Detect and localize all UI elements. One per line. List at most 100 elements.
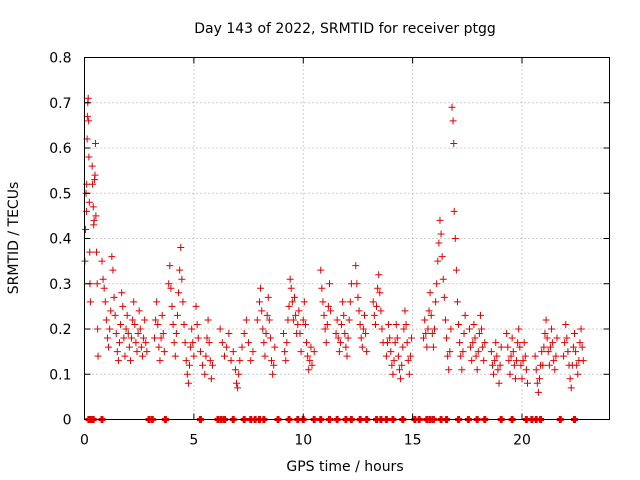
data-point [268, 357, 276, 365]
data-point [545, 361, 553, 369]
data-point [511, 375, 519, 383]
data-point [91, 171, 99, 179]
data-point [86, 248, 94, 256]
data-point [402, 320, 410, 328]
data-point [551, 366, 559, 374]
data-point [494, 366, 502, 374]
data-point [540, 343, 548, 351]
data-point [563, 334, 571, 342]
data-point [459, 348, 467, 356]
y-tick-label: 0.2 [49, 322, 71, 338]
data-point [433, 280, 441, 288]
data-point [304, 352, 312, 360]
data-point [300, 298, 308, 306]
data-point [378, 325, 386, 333]
data-point [560, 352, 568, 360]
data-point [123, 311, 131, 319]
data-point [335, 348, 343, 356]
data-point [546, 343, 554, 351]
data-point [375, 271, 383, 279]
data-point [388, 361, 396, 369]
data-point [390, 357, 398, 365]
data-point [180, 320, 188, 328]
data-point [510, 361, 518, 369]
data-point [121, 352, 129, 360]
data-point [549, 339, 557, 347]
data-point [357, 334, 365, 342]
data-point [521, 352, 529, 360]
data-point [564, 348, 572, 356]
data-point [120, 334, 128, 342]
data-point [352, 262, 360, 270]
data-point [550, 357, 558, 365]
data-point [236, 357, 244, 365]
data-point [397, 375, 405, 383]
data-point [90, 216, 98, 224]
data-point [326, 280, 333, 288]
data-point [450, 207, 458, 215]
data-point [82, 225, 90, 233]
data-point [579, 357, 587, 365]
data-point [85, 153, 93, 161]
data-point [333, 316, 341, 324]
data-point [457, 352, 465, 360]
data-point [534, 388, 542, 396]
data-point [492, 339, 500, 347]
data-point [165, 280, 173, 288]
data-point [153, 298, 161, 306]
data-point [476, 311, 484, 319]
data-point [514, 339, 522, 347]
data-point [361, 311, 368, 319]
data-point [280, 330, 288, 338]
data-point [183, 370, 191, 378]
data-point [292, 311, 300, 319]
data-point [509, 348, 517, 356]
data-point [383, 339, 391, 347]
data-point [451, 235, 459, 242]
data-point [345, 316, 353, 324]
data-point [436, 216, 444, 224]
data-point [160, 348, 168, 356]
data-point [488, 361, 496, 369]
data-point [440, 293, 448, 301]
data-point [111, 311, 119, 319]
data-point [567, 384, 575, 392]
data-point [108, 253, 116, 261]
data-point [425, 307, 433, 315]
data-point [107, 307, 115, 315]
data-point [89, 180, 97, 188]
data-point [461, 311, 469, 319]
data-point [258, 307, 266, 315]
data-point [182, 357, 190, 365]
data-point [110, 293, 118, 301]
data-point [93, 248, 101, 256]
data-point [518, 375, 526, 383]
data-point [505, 357, 513, 365]
data-point [159, 330, 167, 338]
data-point [196, 348, 204, 356]
data-point [188, 325, 196, 333]
data-point [376, 289, 384, 297]
data-point [374, 284, 382, 292]
data-point [423, 343, 431, 351]
data-point [245, 339, 253, 347]
data-point [187, 343, 195, 351]
data-point [114, 357, 122, 365]
data-point [94, 352, 102, 360]
data-point [100, 284, 108, 292]
data-point [473, 366, 481, 374]
data-point [167, 284, 175, 292]
data-point [548, 325, 556, 333]
data-point [83, 112, 91, 120]
data-point [229, 348, 237, 356]
data-point [467, 343, 475, 351]
data-point [301, 320, 309, 328]
data-point [408, 334, 416, 342]
data-point [541, 330, 549, 338]
data-point [362, 330, 370, 338]
data-point [577, 325, 585, 333]
data-point [179, 298, 187, 306]
data-point [260, 339, 268, 347]
data-point [305, 366, 313, 374]
